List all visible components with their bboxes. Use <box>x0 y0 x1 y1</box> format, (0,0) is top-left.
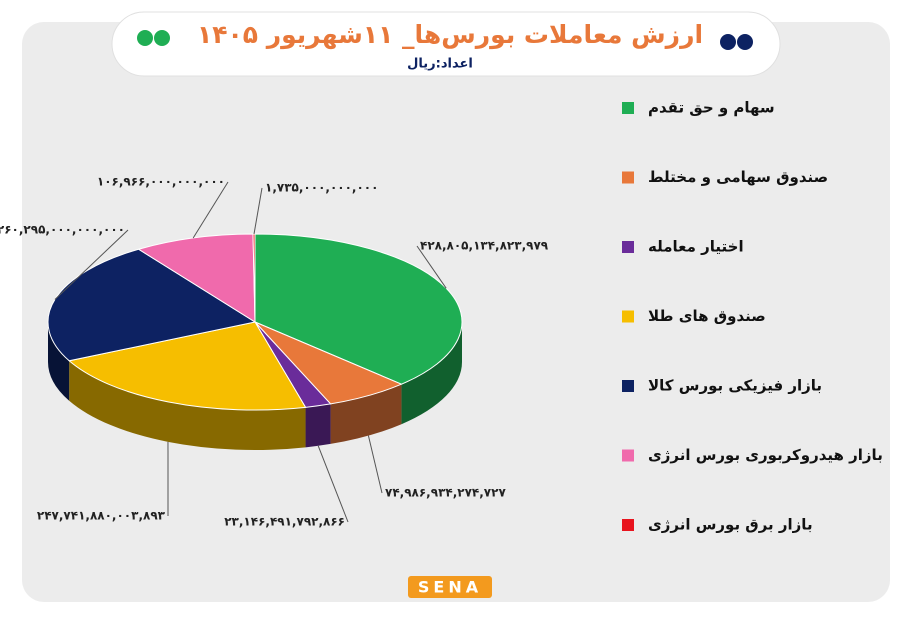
quote-mark <box>720 34 736 50</box>
chart-title: ارزش معاملات بورس‌ها_ ۱۱شهریور ۱۴۰۵ <box>197 20 703 50</box>
value-label: ۱۰۶,۹۶۶,۰۰۰,۰۰۰,۰۰۰ <box>97 175 225 189</box>
title-pill <box>111 11 781 77</box>
slice-side <box>48 322 70 401</box>
leader-line <box>416 245 447 289</box>
legend-swatch <box>622 171 634 184</box>
legend-swatch <box>622 449 634 462</box>
quote-mark <box>154 30 170 46</box>
legend-label: سهام و حق تقدم <box>648 99 775 117</box>
legend-label: بازار فیزیکی بورس کالا <box>648 377 822 395</box>
quote-mark <box>137 30 153 46</box>
legend-swatch <box>622 102 634 114</box>
legend-swatch <box>622 519 634 531</box>
logo-box <box>408 576 492 598</box>
legend-swatch <box>622 241 634 253</box>
slice-side <box>401 322 462 425</box>
leader-line <box>54 229 129 300</box>
legend-swatch <box>622 380 634 392</box>
leader-line <box>317 445 349 523</box>
subtitle: اعداد:ریال <box>407 57 473 72</box>
legend-swatch <box>622 310 634 323</box>
slice <box>252 233 256 323</box>
slice-side <box>305 403 331 448</box>
leader-line <box>253 187 263 235</box>
value-label: ۷۴,۹۸۶,۹۳۴,۲۷۴,۷۲۷ <box>385 486 506 500</box>
logo: SENA <box>418 578 482 597</box>
legend-label: بازار هیدروکربوری بورس انرژی <box>648 446 883 464</box>
slice <box>68 321 307 411</box>
leader-line <box>192 181 229 239</box>
leader-line <box>367 435 383 494</box>
quote-mark <box>737 34 753 50</box>
legend-label: صندوق سهامی و مختلط <box>648 168 828 186</box>
slice-side <box>330 384 402 444</box>
legend-label: بازار برق بورس انرژی <box>648 516 813 534</box>
value-label: ۲۳,۱۴۶,۴۹۱,۷۹۲,۸۶۶ <box>224 515 345 529</box>
value-label: ۲۶۰,۲۹۵,۰۰۰,۰۰۰,۰۰۰ <box>0 223 125 237</box>
legend-label: صندوق های طلا <box>648 307 766 325</box>
slice <box>137 233 256 323</box>
legend-label: اختیار معامله <box>648 238 744 256</box>
value-label: ۲۴۷,۷۴۱,۸۸۰,۰۰۳,۸۹۳ <box>37 509 166 523</box>
value-label: ۱,۷۳۵,۰۰۰,۰۰۰,۰۰۰ <box>265 181 378 195</box>
value-label: ۴۲۸,۸۰۵,۱۳۴,۸۲۳,۹۷۹ <box>420 239 549 253</box>
